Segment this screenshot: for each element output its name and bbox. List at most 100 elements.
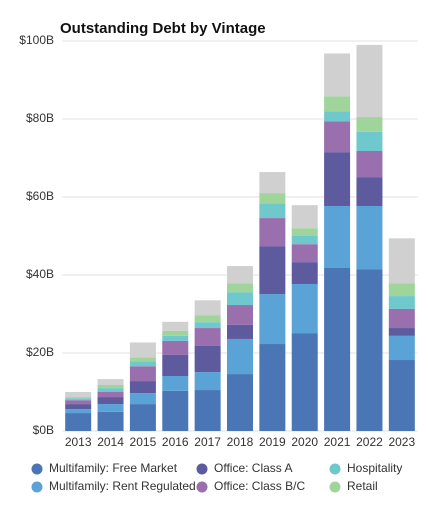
bar-segment: [227, 283, 253, 293]
bar-segment: [65, 397, 92, 399]
bar-segment: [227, 292, 253, 306]
bar-segment: [259, 344, 286, 431]
bar-segment: [388, 308, 415, 329]
bar-segment: [227, 338, 253, 375]
legend-swatch: [31, 481, 43, 493]
legend-label: Hospitality: [347, 461, 402, 475]
legend-label: Office: Class B/C: [214, 479, 305, 493]
bar-segment: [162, 335, 189, 341]
bar-segment: [65, 400, 92, 405]
legend-swatch: [196, 463, 208, 475]
bar-segment: [324, 96, 351, 112]
bar-segment: [324, 121, 351, 153]
y-tick-label: $60B: [26, 189, 54, 203]
bar-segment: [194, 315, 221, 323]
bar-segment: [65, 398, 92, 401]
x-tick-label: 2015: [130, 435, 157, 449]
bar-segment: [259, 193, 286, 204]
bar-segment: [97, 388, 124, 392]
x-tick-label: 2019: [259, 435, 286, 449]
bar-segment: [129, 381, 156, 394]
bar-segment: [324, 267, 351, 431]
legend-swatch: [329, 481, 341, 493]
x-tick-label: 2021: [324, 435, 351, 449]
bar-segment: [259, 172, 286, 194]
bar-segment: [388, 360, 415, 431]
bar-segment: [97, 384, 124, 389]
bar-segment: [291, 244, 318, 263]
bar-segment: [194, 390, 221, 431]
bar-segment: [162, 376, 189, 391]
bar-segment: [324, 205, 351, 268]
bar-segment: [259, 203, 286, 219]
bar-segment: [356, 150, 383, 178]
x-tick-label: 2023: [388, 435, 415, 449]
bar-segment: [97, 379, 124, 385]
bar-segment: [97, 411, 124, 431]
bar-segment: [129, 357, 156, 362]
bar-segment: [65, 404, 92, 410]
bar-segment: [65, 409, 92, 414]
legend-swatch: [31, 463, 43, 475]
bar-segment: [194, 322, 221, 329]
bar-segment: [388, 238, 415, 284]
legend-label: Multifamily: Rent Regulated: [49, 479, 196, 493]
y-tick-label: $20B: [26, 345, 54, 359]
chart-title: Outstanding Debt by Vintage: [60, 20, 266, 37]
bar-segment: [162, 330, 189, 336]
x-tick-label: 2022: [356, 435, 383, 449]
bar-segment: [129, 404, 156, 431]
bar-segment: [356, 117, 383, 132]
bar-segment: [65, 392, 92, 398]
bar-segment: [97, 397, 124, 405]
bar-segment: [194, 372, 221, 391]
x-tick-label: 2017: [194, 435, 221, 449]
bar-segment: [227, 305, 253, 325]
bar-segment: [388, 335, 415, 361]
y-tick-label: $100B: [19, 33, 54, 47]
legend-label: Retail: [347, 479, 378, 493]
bar-segment: [291, 228, 318, 236]
bar-segment: [194, 345, 221, 373]
legend-label: Office: Class A: [214, 461, 292, 475]
bar-segment: [227, 266, 253, 284]
x-tick-label: 2016: [162, 435, 189, 449]
bar-segment: [129, 393, 156, 405]
bar-segment: [291, 236, 318, 245]
bar-segment: [324, 53, 351, 97]
bar-segment: [227, 324, 253, 339]
bar-segment: [388, 296, 415, 309]
bar-segment: [356, 269, 383, 431]
bar-segment: [162, 354, 189, 377]
bar-segment: [259, 218, 286, 247]
bar-segment: [162, 321, 189, 331]
legend-swatch: [196, 481, 208, 493]
x-tick-label: 2014: [97, 435, 124, 449]
bar-segment: [162, 340, 189, 355]
bar-segment: [194, 300, 221, 316]
bar-segment: [259, 294, 286, 345]
bar-segment: [356, 205, 383, 270]
bar-segment: [388, 283, 415, 297]
bar-segment: [356, 177, 383, 206]
bar-segment: [194, 328, 221, 346]
legend-swatch: [329, 463, 341, 475]
bar-segment: [324, 111, 351, 122]
bar-segment: [388, 328, 415, 336]
bar-segment: [291, 283, 318, 334]
bar-segment: [259, 246, 286, 295]
bar-segment: [291, 333, 318, 431]
y-tick-label: $80B: [26, 111, 54, 125]
bar-segment: [356, 44, 383, 118]
bar-segment: [162, 390, 189, 431]
x-tick-label: 2020: [291, 435, 318, 449]
x-tick-label: 2013: [65, 435, 92, 449]
bar-segment: [97, 404, 124, 412]
bar-segment: [129, 366, 156, 382]
bar-segment: [324, 152, 351, 206]
legend-label: Multifamily: Free Market: [49, 461, 178, 475]
x-tick-label: 2018: [227, 435, 254, 449]
y-tick-label: $40B: [26, 267, 54, 281]
y-tick-label: $0B: [33, 423, 54, 437]
bar-segment: [129, 342, 156, 358]
